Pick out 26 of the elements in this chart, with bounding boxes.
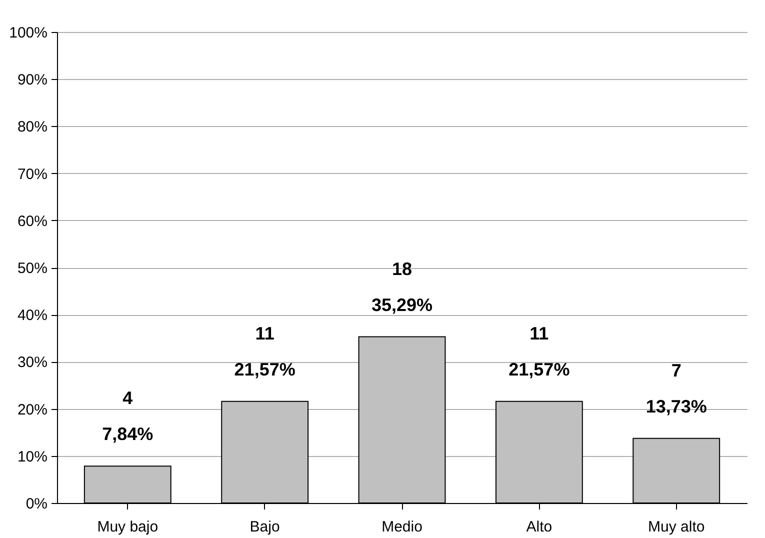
y-tick-label: 90%: [17, 72, 48, 89]
x-tick-label: Muy alto: [648, 518, 705, 536]
annotation: 11: [530, 323, 549, 344]
annotation: 18: [392, 258, 412, 279]
y-tick-label: 10%: [17, 448, 48, 466]
y-tick-label: 30%: [17, 354, 48, 372]
x-tick-label: Alto: [526, 518, 552, 536]
annotation: 4: [122, 388, 133, 408]
data-label: 21,57%: [234, 359, 296, 380]
y-tick-label: 0%: [26, 496, 48, 512]
x-tick-label: Bajo: [250, 518, 280, 536]
data-label: 21,57%: [508, 359, 570, 380]
annotation: 11: [255, 323, 274, 344]
y-tick-label: 100%: [9, 24, 48, 42]
annotation: 7: [671, 360, 682, 380]
data-label: 7,84%: [102, 424, 154, 444]
y-tick-label: 40%: [17, 307, 48, 324]
data-label: 13,73%: [646, 396, 707, 416]
data-label: 35,29%: [371, 294, 433, 315]
y-tick-label: 50%: [17, 260, 48, 277]
x-tick-label: Muy bajo: [97, 518, 158, 536]
y-tick-label: 70%: [17, 166, 48, 183]
y-tick-label: 60%: [17, 212, 48, 230]
y-tick-label: 20%: [17, 401, 48, 418]
x-tick-label: Medio: [382, 518, 422, 536]
y-tick-label: 80%: [17, 118, 48, 136]
